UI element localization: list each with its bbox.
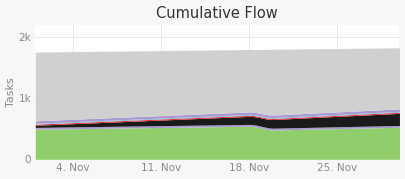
Title: Cumulative Flow: Cumulative Flow (156, 6, 278, 21)
Y-axis label: Tasks: Tasks (6, 77, 15, 107)
